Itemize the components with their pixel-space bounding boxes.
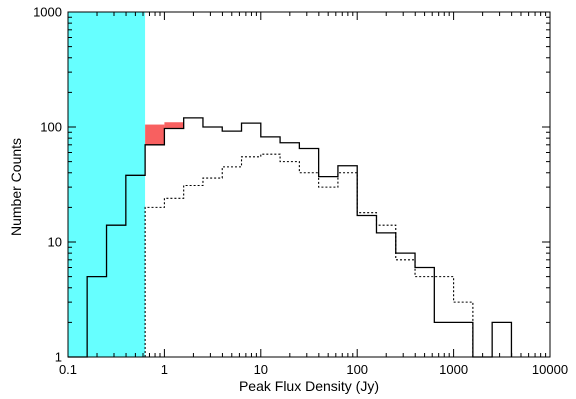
highlight-bar bbox=[164, 122, 184, 129]
shaded-region bbox=[68, 12, 146, 357]
y-tick-label: 1000 bbox=[33, 5, 62, 20]
y-tick-label: 10 bbox=[48, 235, 62, 250]
x-tick-label: 1 bbox=[161, 362, 168, 377]
y-tick-label: 1 bbox=[55, 350, 62, 365]
x-tick-label: 0.1 bbox=[59, 362, 77, 377]
x-tick-label: 10 bbox=[254, 362, 268, 377]
y-axis-label: Number Counts bbox=[8, 138, 24, 236]
highlight-bar bbox=[145, 124, 165, 145]
x-tick-label: 100 bbox=[346, 362, 368, 377]
x-tick-label: 1000 bbox=[439, 362, 468, 377]
plot-area bbox=[68, 12, 513, 358]
plot-frame bbox=[67, 11, 551, 358]
y-tick-label: 100 bbox=[40, 120, 62, 135]
x-tick-label: 10000 bbox=[532, 362, 568, 377]
series-line-dotted bbox=[144, 153, 474, 357]
series-line-solid bbox=[68, 117, 513, 358]
x-axis-label: Peak Flux Density (Jy) bbox=[239, 378, 379, 394]
